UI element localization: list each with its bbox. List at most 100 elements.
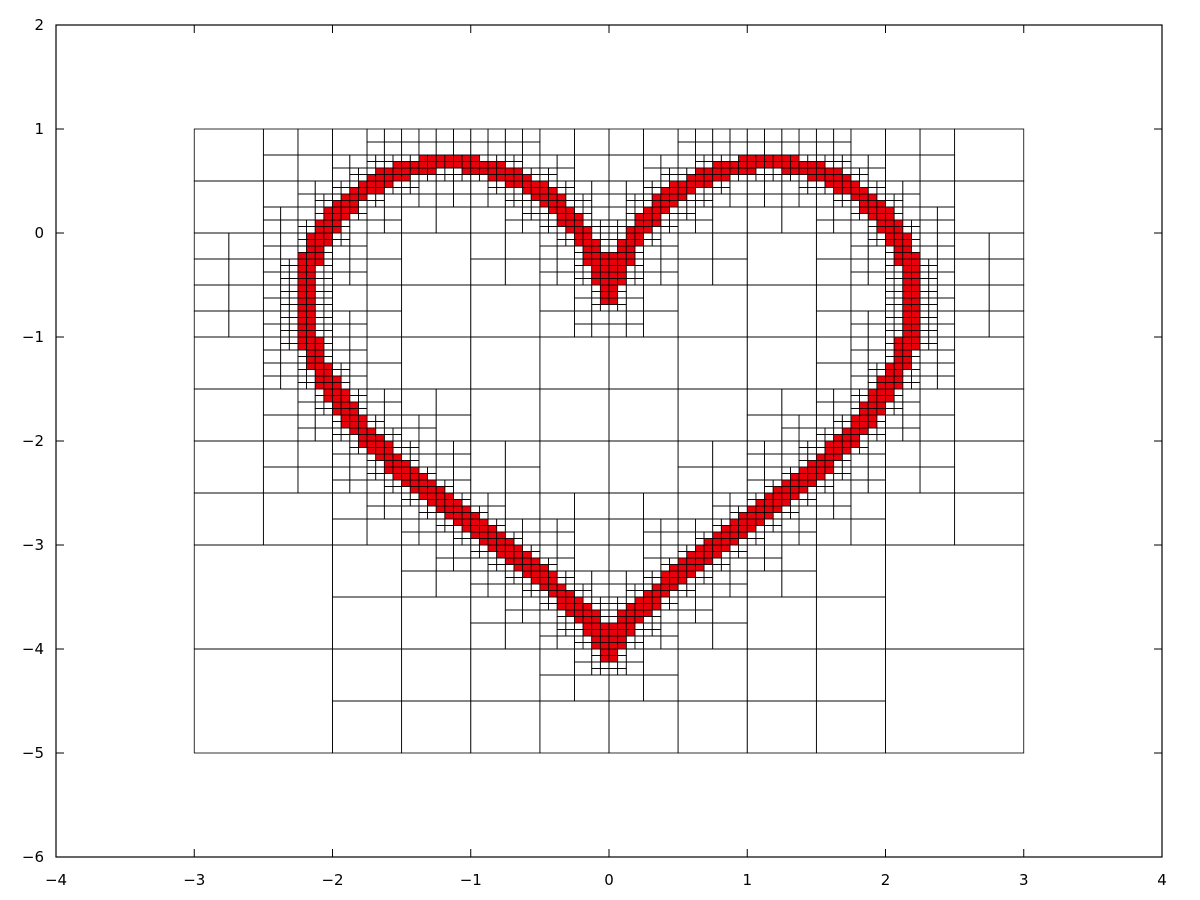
- curve-cell: [755, 505, 765, 513]
- mesh-cell: [582, 219, 593, 227]
- mesh-cell: [608, 661, 619, 669]
- mesh-cell: [798, 128, 817, 143]
- mesh-cell: [297, 466, 333, 494]
- mesh-cell: [729, 583, 748, 598]
- mesh-cell: [928, 297, 938, 305]
- curve-cell: [513, 564, 523, 572]
- mesh-cell: [911, 245, 921, 253]
- curve-cell: [703, 167, 714, 175]
- mesh-cell: [262, 375, 282, 390]
- mesh-cell: [833, 219, 852, 234]
- mesh-cell: [297, 369, 307, 377]
- mesh-cell: [781, 193, 800, 208]
- curve-cell: [418, 486, 428, 494]
- mesh-cell: [366, 401, 385, 416]
- mesh-cell: [703, 531, 714, 539]
- mesh-cell: [677, 590, 688, 598]
- curve-cell: [599, 258, 610, 266]
- mesh-cell: [660, 544, 679, 559]
- curve-cell: [798, 167, 809, 175]
- mesh-cell: [815, 187, 826, 195]
- mesh-cell: [660, 258, 679, 273]
- curve-cell: [392, 473, 403, 481]
- mesh-cell: [453, 538, 463, 546]
- curve-cell: [712, 544, 722, 552]
- curve-cell: [314, 369, 325, 377]
- curve-cell: [306, 271, 316, 279]
- curve-cell: [383, 453, 394, 461]
- curve-cell: [513, 544, 523, 552]
- mesh-cell: [833, 466, 843, 474]
- curve-cell: [625, 252, 636, 260]
- mesh-cell: [634, 590, 644, 598]
- curve-cell: [470, 167, 480, 175]
- curve-cell: [824, 447, 835, 455]
- mesh-cell: [807, 453, 817, 461]
- mesh-cell: [746, 557, 765, 572]
- mesh-cell: [332, 700, 403, 754]
- mesh-cell: [582, 271, 593, 279]
- mesh-cell: [470, 206, 506, 234]
- mesh-cell: [885, 648, 1025, 754]
- curve-cell: [539, 583, 549, 591]
- mesh-cell: [677, 700, 748, 754]
- curve-cell: [695, 564, 705, 572]
- curve-cell: [617, 258, 627, 266]
- mesh-cell: [591, 323, 610, 338]
- mesh-cell: [297, 440, 333, 468]
- mesh-cell: [643, 258, 662, 273]
- curve-cell: [306, 304, 316, 312]
- mesh-cell: [366, 473, 377, 481]
- mesh-cell: [314, 193, 325, 201]
- mesh-cell: [850, 232, 869, 247]
- mesh-cell: [815, 362, 852, 390]
- curve-cell: [366, 440, 377, 448]
- mesh-cell: [608, 219, 619, 227]
- mesh-cell: [867, 167, 886, 182]
- mesh-cell: [314, 304, 325, 312]
- mesh-cell: [634, 200, 644, 208]
- curve-cell: [703, 174, 714, 182]
- curve-cell: [893, 336, 904, 344]
- mesh-cell: [504, 609, 523, 624]
- curve-cell: [695, 180, 705, 188]
- curve-cell: [660, 206, 670, 214]
- curve-cell: [297, 278, 307, 286]
- mesh-cell: [435, 544, 454, 559]
- mesh-cell: [565, 622, 575, 630]
- curve-cell: [824, 440, 835, 448]
- mesh-cell: [867, 479, 886, 494]
- curve-cell: [686, 180, 696, 188]
- mesh-cell: [409, 180, 420, 188]
- curve-cell: [902, 343, 912, 351]
- curve-cell: [885, 239, 895, 247]
- mesh-cell: [625, 278, 636, 286]
- mesh-cell: [280, 245, 299, 260]
- mesh-cell: [885, 265, 895, 273]
- mesh-cell: [306, 382, 316, 390]
- curve-cell: [841, 180, 852, 188]
- curve-cell: [859, 193, 869, 201]
- curve-cell: [634, 596, 644, 604]
- mesh-cell: [470, 570, 489, 585]
- curve-cell: [841, 187, 852, 195]
- curve-cell: [444, 505, 454, 513]
- mesh-cell: [504, 141, 523, 156]
- mesh-cell: [815, 427, 826, 435]
- mesh-cell: [522, 167, 532, 175]
- curve-cell: [401, 460, 411, 468]
- y-tick-label: 0: [34, 224, 44, 242]
- curve-cell: [496, 161, 506, 169]
- mesh-cell: [435, 180, 454, 195]
- mesh-cell: [686, 167, 696, 175]
- mesh-cell: [660, 174, 670, 182]
- curve-cell: [781, 167, 791, 175]
- mesh-cell: [401, 180, 411, 188]
- mesh-cell: [608, 336, 679, 390]
- mesh-cell: [366, 206, 385, 221]
- mesh-cell: [876, 232, 886, 240]
- mesh-cell: [323, 271, 333, 279]
- curve-cell: [548, 193, 558, 201]
- curve-cell: [522, 564, 532, 572]
- curve-cell: [867, 213, 878, 221]
